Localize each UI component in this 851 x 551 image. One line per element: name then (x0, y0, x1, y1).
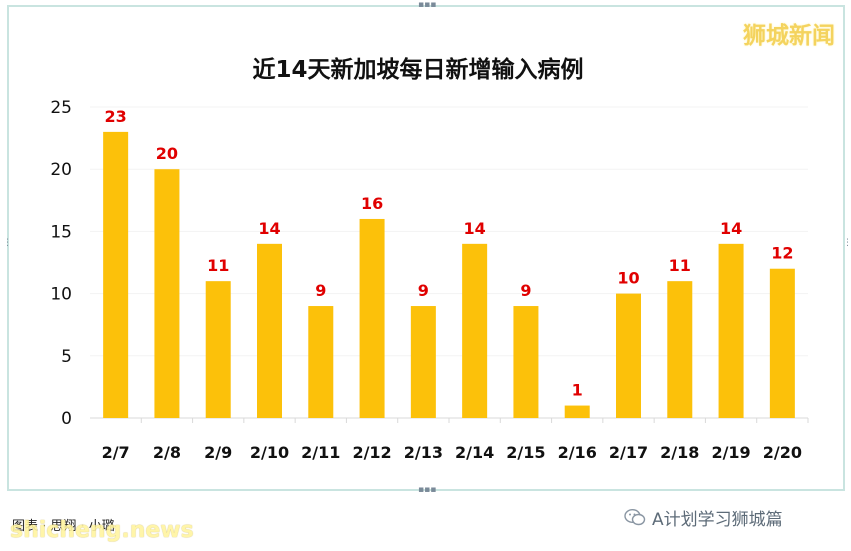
bars (103, 131, 795, 418)
bar (667, 281, 693, 418)
data-label: 9 (520, 281, 531, 300)
x-tick-label: 2/19 (711, 443, 750, 462)
bar (410, 306, 436, 418)
data-label: 11 (207, 256, 229, 275)
bar (564, 405, 590, 418)
resize-handle-top[interactable]: ▪▪▪ (418, 0, 437, 10)
wechat-account[interactable]: A计划学习狮城篇 (624, 505, 783, 530)
data-label: 23 (105, 107, 127, 126)
resize-handle-right[interactable]: ⋮ (843, 238, 851, 248)
x-tick-label: 2/11 (301, 443, 340, 462)
data-label: 14 (464, 219, 486, 238)
data-label: 9 (315, 281, 326, 300)
axes: 0 5 10 15 20 25 2/7 2/8 2/9 2/10 2/11 2/12 2/13 2/14 2… (50, 98, 809, 462)
gridlines (90, 106, 808, 357)
data-label: 16 (361, 194, 383, 213)
x-tick-label: 2/20 (763, 443, 802, 462)
y-tick-label: 10 (50, 285, 72, 305)
data-label: 14 (258, 219, 280, 238)
chart-credit: 图表 · 思翔 · 小璐 (12, 519, 115, 534)
data-labels: 23 20 11 14 9 16 9 14 9 1 10 11 14 12 (105, 107, 794, 400)
bar (616, 293, 641, 418)
bar (718, 243, 744, 418)
x-tick-label: 2/17 (609, 443, 648, 462)
bar (103, 131, 129, 418)
x-tick-label: 2/10 (250, 443, 289, 462)
x-tick-label: 2/15 (506, 443, 545, 462)
x-tick-label: 2/8 (153, 443, 181, 462)
wechat-account-label: A计划学习狮城篇 (652, 510, 783, 530)
bar (154, 169, 180, 418)
bar (769, 268, 795, 418)
data-label: 9 (418, 281, 429, 300)
data-label: 14 (720, 219, 742, 238)
bar (257, 243, 282, 418)
bar (359, 218, 385, 418)
x-tick-label: 2/13 (404, 443, 443, 462)
bar (205, 281, 231, 418)
data-label: 20 (156, 144, 178, 163)
y-tick-label: 15 (50, 222, 72, 242)
x-tick-label: 2/12 (352, 443, 391, 462)
x-tick-label: 2/16 (558, 443, 597, 462)
data-label: 12 (771, 244, 793, 263)
bar (308, 306, 334, 418)
y-tick-label: 5 (61, 347, 72, 367)
x-tick-label: 2/9 (204, 443, 232, 462)
y-tick-label: 25 (50, 98, 72, 118)
data-label: 11 (669, 256, 691, 275)
y-tick-label: 0 (61, 409, 72, 429)
bar (513, 306, 539, 418)
y-tick-label: 20 (50, 160, 72, 180)
resize-handle-bottom[interactable]: ▪▪▪ (418, 485, 437, 495)
data-label: 1 (572, 381, 583, 400)
chart-title: 近14天新加坡每日新增输入病例 (252, 56, 583, 83)
x-tick-label: 2/14 (455, 443, 494, 462)
watermark-logo: 狮城新闻 (743, 23, 835, 49)
data-label: 10 (617, 269, 639, 288)
x-tick-label: 2/7 (102, 443, 130, 462)
wechat-icon (624, 508, 646, 526)
x-tick-label: 2/18 (660, 443, 699, 462)
site-watermark: shicheng.news (10, 518, 194, 543)
bar (462, 243, 488, 418)
